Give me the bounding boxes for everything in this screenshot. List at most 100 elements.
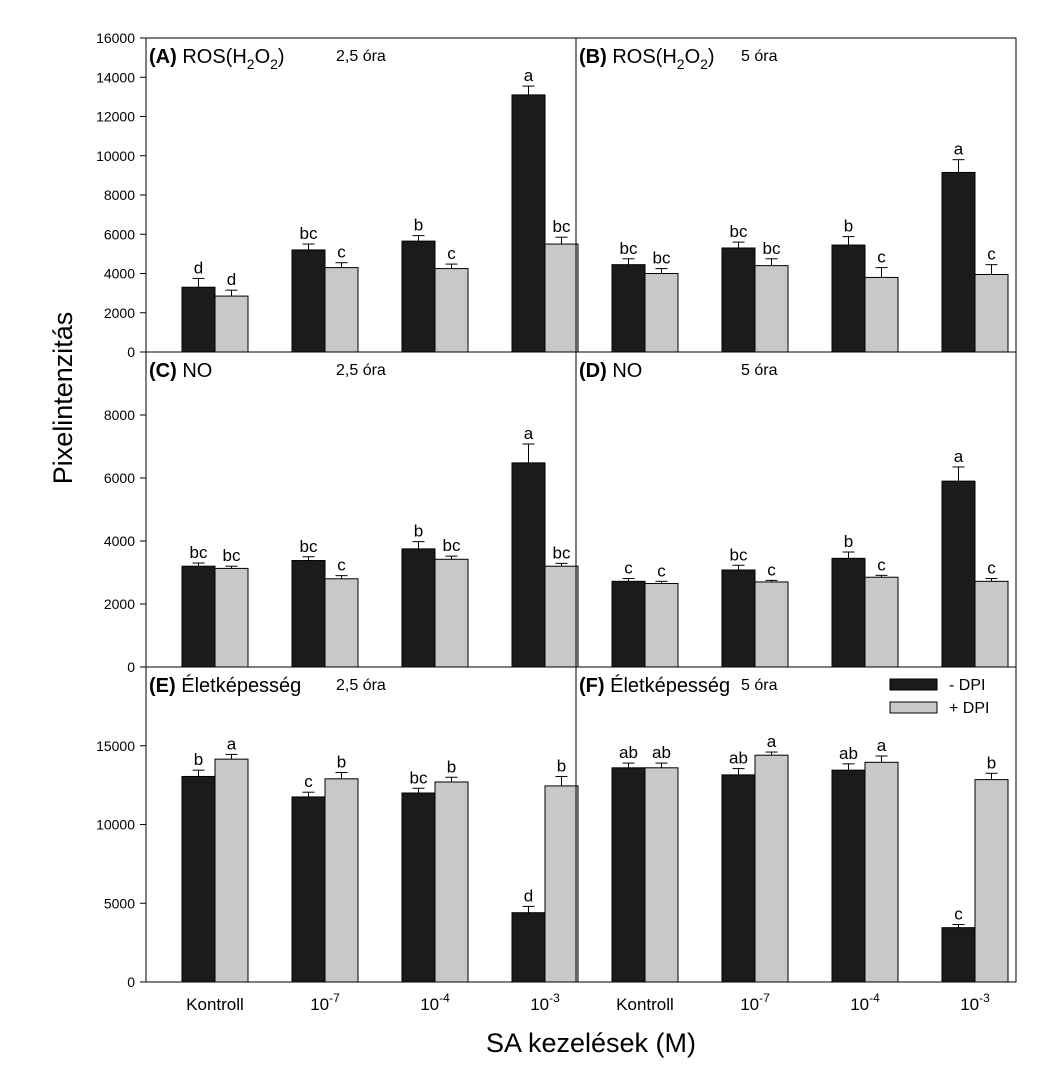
significance-letter: a	[877, 736, 887, 755]
significance-letter: a	[227, 734, 237, 753]
bar-minus-dpi	[941, 171, 976, 353]
x-tick-exponent: -4	[439, 991, 450, 1005]
bar-plus-dpi	[644, 583, 679, 668]
bar-minus-dpi	[181, 286, 216, 353]
panel-letter: (A)	[149, 46, 177, 68]
panel-title: (A) ROS(H2O2)	[149, 46, 285, 72]
significance-letter: bc	[410, 768, 428, 787]
y-tick-label: 0	[127, 344, 135, 360]
significance-letter: d	[524, 886, 533, 905]
panel-title-text: NO	[607, 360, 643, 382]
panel-letter: (B)	[579, 46, 607, 68]
x-tick-base: 10	[530, 995, 549, 1014]
bar-minus-dpi	[291, 796, 326, 983]
x-tick-base: 10	[420, 995, 439, 1014]
bar-minus-dpi	[511, 462, 546, 668]
significance-letter: c	[337, 556, 346, 575]
panel-title: (D) NO	[579, 360, 642, 382]
panel-title-text: O	[685, 46, 701, 68]
bar-minus-dpi	[401, 792, 436, 983]
significance-letter: c	[337, 243, 346, 262]
significance-letter: a	[524, 424, 534, 443]
panel-title-text: ROS(H	[607, 46, 677, 68]
bar-minus-dpi	[941, 927, 976, 983]
bar-plus-dpi	[324, 778, 359, 983]
bar-minus-dpi	[831, 244, 866, 353]
significance-letter: ab	[729, 749, 748, 768]
y-tick-label: 2000	[104, 305, 135, 321]
y-tick-label: 14000	[96, 69, 135, 85]
bar-minus-dpi	[611, 264, 646, 353]
bar-minus-dpi	[611, 767, 646, 983]
x-tick-exponent: -4	[869, 991, 880, 1005]
panel-title-text: ROS(H	[177, 46, 247, 68]
bar-plus-dpi	[644, 767, 679, 983]
x-tick-label: 10-3	[530, 991, 560, 1014]
legend-label: - DPI	[949, 677, 985, 694]
bar-plus-dpi	[214, 295, 249, 353]
significance-letter: c	[877, 248, 886, 267]
legend-label: + DPI	[949, 700, 989, 717]
significance-letter: c	[987, 558, 996, 577]
bar-plus-dpi	[544, 565, 579, 668]
x-tick-base: Kontroll	[186, 995, 244, 1014]
significance-letter: a	[954, 140, 964, 159]
panel-title-subscript: 2	[247, 56, 255, 72]
bar-plus-dpi	[434, 781, 469, 983]
bar-minus-dpi	[611, 580, 646, 668]
significance-letter: b	[844, 217, 853, 236]
significance-letter: b	[414, 522, 423, 541]
x-tick-label: Kontroll	[616, 995, 674, 1014]
y-tick-label: 15000	[96, 738, 135, 754]
significance-letter: bc	[653, 249, 671, 268]
y-tick-label: 0	[127, 659, 135, 675]
bar-plus-dpi	[864, 276, 899, 353]
legend-swatch	[889, 678, 938, 691]
x-tick-base: 10	[740, 995, 759, 1014]
significance-letter: a	[954, 447, 964, 466]
y-tick-label: 12000	[96, 109, 135, 125]
x-tick-label: 10-3	[960, 991, 990, 1014]
x-tick-label: Kontroll	[186, 995, 244, 1014]
significance-letter: bc	[553, 217, 571, 236]
x-tick-exponent: -3	[549, 991, 560, 1005]
x-tick-label: 10-4	[420, 991, 450, 1014]
bar-plus-dpi	[214, 567, 249, 668]
significance-letter: bc	[763, 239, 781, 258]
significance-letter: c	[877, 555, 886, 574]
bar-minus-dpi	[721, 569, 756, 668]
bar-plus-dpi	[754, 754, 789, 983]
panel-title-text: )	[278, 46, 285, 68]
x-tick-exponent: -7	[759, 991, 770, 1005]
panel-time-label: 2,5 óra	[336, 362, 386, 379]
x-tick-exponent: -3	[979, 991, 990, 1005]
bar-plus-dpi	[974, 273, 1009, 353]
bar-plus-dpi	[754, 265, 789, 353]
y-tick-label: 6000	[104, 226, 135, 242]
y-tick-label: 4000	[104, 266, 135, 282]
bar-minus-dpi	[511, 94, 546, 353]
significance-letter: ab	[839, 744, 858, 763]
significance-letter: bc	[730, 545, 748, 564]
significance-letter: c	[987, 245, 996, 264]
significance-letter: c	[954, 905, 963, 924]
y-tick-label: 8000	[104, 187, 135, 203]
y-tick-label: 2000	[104, 596, 135, 612]
significance-letter: b	[414, 216, 423, 235]
bar-minus-dpi	[181, 565, 216, 668]
significance-letter: ab	[652, 743, 671, 762]
significance-letter: a	[767, 732, 777, 751]
panel-time-label: 5 óra	[741, 48, 778, 65]
significance-letter: b	[194, 750, 203, 769]
panel-frame	[575, 666, 1017, 983]
bar-minus-dpi	[831, 769, 866, 983]
bar-plus-dpi	[214, 758, 249, 983]
bar-plus-dpi	[324, 578, 359, 668]
panel-title: (C) NO	[149, 360, 212, 382]
significance-letter: bc	[553, 543, 571, 562]
bar-minus-dpi	[831, 557, 866, 668]
panel-title-subscript: 2	[270, 56, 278, 72]
bar-plus-dpi	[974, 779, 1009, 983]
x-tick-label: 10-7	[740, 991, 770, 1014]
